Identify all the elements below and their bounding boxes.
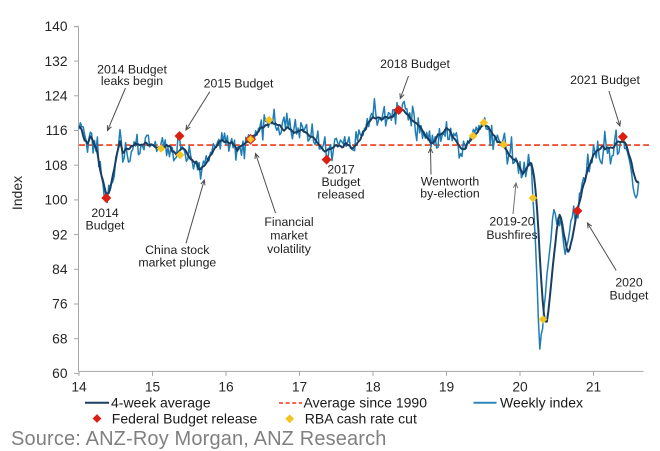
svg-text:Budget: Budget [610, 289, 650, 303]
svg-text:Federal Budget release: Federal Budget release [112, 410, 258, 426]
svg-text:60: 60 [52, 366, 68, 381]
svg-text:Budget: Budget [86, 219, 126, 233]
svg-text:China stock: China stock [145, 243, 210, 257]
svg-text:21: 21 [586, 379, 601, 394]
svg-text:132: 132 [44, 54, 67, 69]
svg-text:108: 108 [44, 158, 67, 173]
svg-text:68: 68 [52, 331, 68, 346]
svg-text:leaks begin: leaks begin [101, 74, 163, 88]
svg-text:by-election: by-election [420, 187, 480, 201]
svg-text:Source: ANZ-Roy Morgan, ANZ Re: Source: ANZ-Roy Morgan, ANZ Research [11, 428, 387, 450]
svg-text:Wentworth: Wentworth [421, 175, 480, 189]
svg-text:2021 Budget: 2021 Budget [570, 73, 640, 87]
svg-text:15: 15 [145, 379, 161, 394]
svg-text:140: 140 [44, 19, 67, 34]
svg-text:market: market [270, 229, 308, 243]
svg-text:Budget: Budget [322, 175, 362, 189]
svg-text:Bushfires: Bushfires [486, 228, 537, 242]
svg-text:2019-20: 2019-20 [489, 215, 534, 229]
svg-text:18: 18 [365, 379, 381, 394]
svg-text:Index: Index [9, 176, 25, 210]
svg-text:2015 Budget: 2015 Budget [204, 77, 274, 91]
svg-text:19: 19 [439, 379, 455, 394]
svg-text:124: 124 [44, 89, 67, 104]
svg-text:2018 Budget: 2018 Budget [380, 57, 450, 71]
svg-text:Financial: Financial [264, 215, 313, 229]
svg-text:Weekly index: Weekly index [500, 395, 583, 411]
svg-text:20: 20 [512, 379, 528, 394]
svg-text:16: 16 [218, 379, 234, 394]
svg-text:market plunge: market plunge [138, 255, 216, 269]
svg-text:volatility: volatility [267, 242, 312, 256]
svg-text:76: 76 [52, 297, 68, 312]
svg-text:116: 116 [46, 123, 68, 138]
svg-text:Average since 1990: Average since 1990 [304, 395, 428, 411]
svg-text:2014 Budget: 2014 Budget [97, 63, 167, 77]
svg-text:92: 92 [52, 227, 67, 242]
svg-text:released: released [317, 188, 364, 202]
svg-text:4-week average: 4-week average [111, 395, 211, 411]
svg-text:14: 14 [71, 379, 87, 394]
svg-text:2017: 2017 [327, 163, 355, 177]
svg-text:100: 100 [44, 193, 67, 208]
svg-text:17: 17 [292, 379, 307, 394]
svg-text:84: 84 [52, 262, 68, 277]
svg-text:2020: 2020 [615, 276, 643, 290]
svg-text:RBA cash rate cut: RBA cash rate cut [305, 410, 417, 426]
svg-text:2014: 2014 [91, 206, 119, 220]
